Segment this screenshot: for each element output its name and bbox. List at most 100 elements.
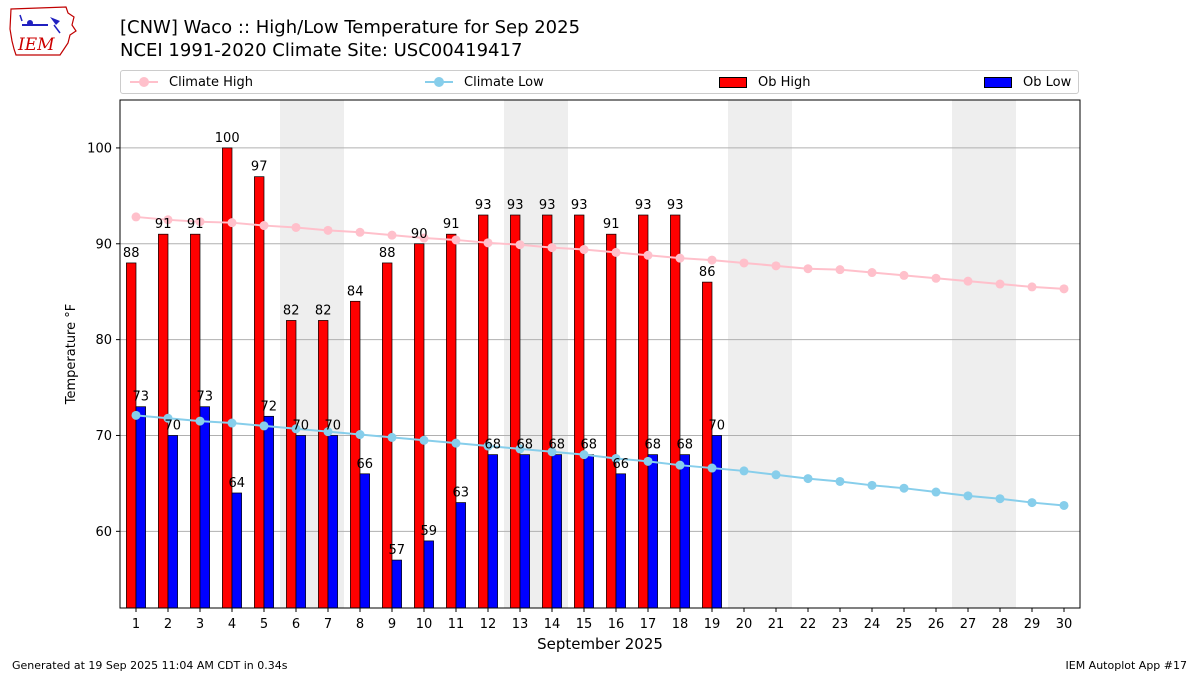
bar-ob-low	[519, 454, 530, 609]
ob-low-label: 72	[261, 399, 278, 414]
climate-high-point	[899, 270, 909, 280]
climate-high-point	[675, 253, 685, 263]
x-tick-label: 25	[896, 617, 913, 632]
x-tick-label: 29	[1024, 617, 1041, 632]
climate-high-point	[291, 222, 301, 232]
climate-high-point	[483, 238, 493, 248]
legend-climate-high-label: Climate High	[169, 74, 254, 90]
bar-ob-high	[222, 147, 233, 609]
y-tick-label: 100	[87, 141, 112, 156]
climate-high-point	[131, 212, 141, 222]
bar-ob-low	[679, 454, 690, 609]
climate-high-point	[707, 255, 717, 265]
climate-high-point	[611, 247, 621, 257]
climate-high-point	[867, 268, 877, 278]
bar-ob-high	[574, 214, 585, 609]
ob-high-label: 90	[411, 227, 428, 242]
legend-climate-high: Climate High	[130, 71, 253, 93]
climate-high-point	[355, 227, 365, 237]
climate-low-point	[643, 456, 653, 466]
x-tick-label: 27	[960, 617, 977, 632]
x-tick-label: 23	[832, 617, 849, 632]
weekend-shade	[728, 100, 792, 608]
climate-low-point	[163, 413, 173, 423]
x-tick-label: 13	[512, 617, 529, 632]
bar-ob-low	[199, 406, 210, 609]
ob-high-label: 93	[475, 198, 492, 213]
y-tick-label: 80	[95, 333, 112, 348]
climate-low-point	[195, 416, 205, 426]
ob-low-label: 68	[581, 438, 598, 453]
x-tick-label: 3	[196, 617, 204, 632]
y-tick-label: 90	[95, 237, 112, 252]
climate-high-point	[387, 230, 397, 240]
climate-low-point	[803, 474, 813, 484]
ob-low-label: 59	[421, 524, 438, 539]
bar-ob-low	[263, 415, 274, 609]
ob-low-label: 64	[229, 476, 246, 491]
climate-high-point	[963, 276, 973, 286]
x-tick-label: 28	[992, 617, 1009, 632]
legend-ob-high: Ob High	[719, 71, 811, 93]
x-tick-label: 20	[736, 617, 753, 632]
climate-high-point	[1027, 282, 1037, 292]
x-tick-label: 2	[164, 617, 172, 632]
ob-high-label: 82	[315, 303, 332, 318]
x-tick-label: 21	[768, 617, 785, 632]
x-tick-label: 24	[864, 617, 881, 632]
bar-ob-low	[423, 540, 434, 609]
bar-ob-high	[638, 214, 649, 609]
ob-high-label: 91	[155, 217, 172, 232]
climate-high-point	[419, 233, 429, 243]
ob-low-label: 68	[517, 438, 534, 453]
bar-ob-low	[391, 559, 402, 609]
bar-ob-low	[583, 454, 594, 609]
bar-ob-high	[446, 233, 457, 609]
climate-high-point	[227, 218, 237, 228]
climate-low-point	[771, 470, 781, 480]
x-tick-label: 17	[640, 617, 657, 632]
climate-high-point	[931, 273, 941, 283]
climate-low-point	[227, 418, 237, 428]
climate-high-point	[163, 215, 173, 225]
legend-ob-low-symbol	[984, 75, 1012, 89]
climate-low-point	[899, 483, 909, 493]
climate-high-point	[643, 250, 653, 260]
climate-high-point	[1059, 284, 1069, 294]
bar-ob-low	[359, 473, 370, 609]
x-tick-label: 1	[132, 617, 140, 632]
x-tick-label: 10	[416, 617, 433, 632]
climate-high-point	[835, 265, 845, 275]
climate-high-point	[771, 261, 781, 271]
climate-low-point	[355, 430, 365, 440]
weekend-shade	[952, 100, 1016, 608]
x-tick-label: 30	[1056, 617, 1073, 632]
legend-climate-low-label: Climate Low	[464, 74, 544, 90]
ob-low-label: 68	[677, 438, 694, 453]
bar-ob-low	[711, 435, 722, 609]
x-tick-label: 15	[576, 617, 593, 632]
bar-ob-high	[318, 320, 329, 609]
ob-low-label: 73	[133, 390, 150, 405]
climate-low-point	[291, 424, 301, 434]
bar-ob-low	[231, 492, 242, 609]
ob-low-label: 68	[645, 438, 662, 453]
bar-ob-low	[167, 435, 178, 609]
ob-high-label: 93	[539, 198, 556, 213]
ob-low-label: 66	[613, 457, 630, 472]
ob-high-label: 84	[347, 284, 364, 299]
climate-high-point	[803, 264, 813, 274]
ob-low-label: 68	[485, 438, 502, 453]
x-tick-label: 16	[608, 617, 625, 632]
legend-climate-high-symbol	[130, 75, 158, 89]
bar-ob-high	[286, 320, 297, 609]
climate-low-point	[675, 460, 685, 470]
ob-high-label: 88	[123, 246, 140, 261]
climate-low-point	[835, 476, 845, 486]
y-tick-label: 60	[95, 525, 112, 540]
ob-low-label: 70	[165, 418, 182, 433]
climate-high-point	[259, 221, 269, 231]
bar-ob-high	[702, 281, 713, 609]
ob-high-label: 100	[215, 131, 240, 146]
